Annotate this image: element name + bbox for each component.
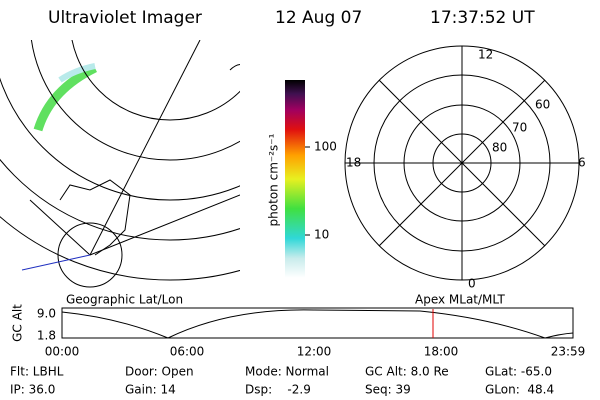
lat-circle [30,40,240,161]
colorbar-label: photon cm⁻²s⁻¹ [267,133,281,226]
lat-circle [0,216,240,281]
altitude-curve [61,309,574,339]
meridian [89,40,201,256]
mlt-line [378,79,546,247]
sun-line [21,254,91,271]
colorbar [285,80,305,278]
mlt-label: 6 [578,156,586,170]
timeline-frame [61,307,574,339]
timeline-ylabel: GC Alt [11,304,25,342]
title: Ultraviolet Imager [48,8,202,28]
lat-label: 60 [535,98,550,112]
timeline-xtick: 23:59 [551,345,586,359]
colorbar-tick-label: 100 [314,140,337,154]
coastline [59,179,131,256]
lat-circle [71,40,240,121]
timeline-xtick: 00:00 [45,345,80,359]
meridian [29,199,91,256]
status-field: IP: 36.0 [10,383,55,397]
lat-circle [57,222,123,288]
timeline-xtick: 18:00 [424,345,459,359]
aurora-faint [58,63,96,83]
status-field: Gain: 14 [125,383,176,397]
date: 12 Aug 07 [275,8,362,28]
meridian [89,194,240,256]
mlt-label: 12 [478,48,493,62]
timeline-ytick: 9.0 [37,307,56,321]
map-label: Geographic Lat/Lon [66,293,183,307]
mlt-label: 18 [346,156,361,170]
geographic-map [0,40,240,288]
status-field: GC Alt: 8.0 Re [365,365,449,379]
polar-label: Apex MLat/MLT [415,293,505,307]
time: 17:37:52 UT [430,8,535,28]
timeline-xtick: 06:00 [170,345,205,359]
status-field: Door: Open [125,365,194,379]
lat-label: 70 [512,121,527,135]
timeline-ytick: 1.8 [37,329,56,343]
status-field: Dsp: -2.9 [245,383,311,397]
mlt-label: 0 [468,277,476,291]
status-field: Seq: 39 [365,383,411,397]
status-field: Mode: Normal [245,365,329,379]
polar-plot: 12 18 6 0 60 70 80 [344,45,586,291]
timeline-xtick: 12:00 [297,345,332,359]
lat-circle [0,158,240,241]
status-field: GLat: -65.0 [485,365,552,379]
status-field: Flt: LBHL [10,365,64,379]
lat-label: 80 [492,141,507,155]
colorbar-tick-label: 10 [314,228,329,242]
aurora [33,63,98,132]
coastline [229,64,240,71]
lat-circle [0,77,240,201]
status-field: GLon: 48.4 [485,383,554,397]
